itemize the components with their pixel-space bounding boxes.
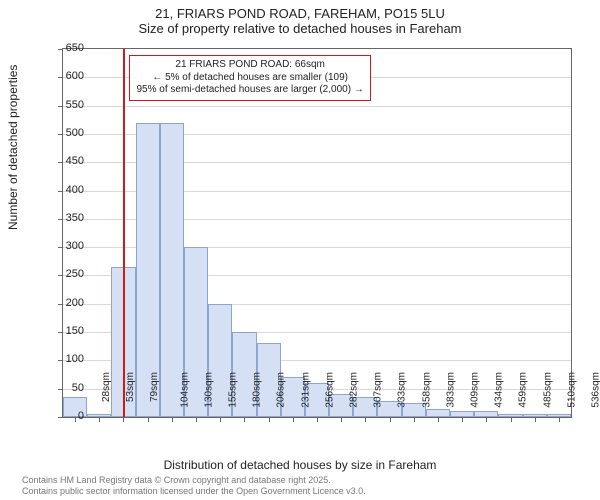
xtick-label: 155sqm — [228, 372, 239, 408]
annotation-line3: 95% of semi-detached houses are larger (… — [136, 84, 363, 97]
ytick-label: 50 — [54, 382, 84, 394]
ytick-label: 250 — [54, 268, 84, 280]
xtick-mark — [99, 417, 100, 422]
ytick-label: 100 — [54, 353, 84, 365]
annotation-line1: 21 FRIARS POND ROAD: 66sqm — [136, 59, 363, 72]
xtick-label: 53sqm — [125, 372, 136, 402]
xtick-label: 307sqm — [373, 372, 384, 408]
xtick-label: 383sqm — [445, 372, 456, 408]
xtick-mark — [559, 417, 560, 422]
xtick-mark — [390, 417, 391, 422]
ytick-label: 350 — [54, 212, 84, 224]
xtick-label: 358sqm — [421, 372, 432, 408]
footer-line2: Contains public sector information licen… — [22, 486, 366, 496]
footer-attribution: Contains HM Land Registry data © Crown c… — [22, 475, 366, 496]
xtick-label: 28sqm — [101, 372, 112, 402]
xtick-label: 434sqm — [494, 372, 505, 408]
annotation-box: 21 FRIARS POND ROAD: 66sqm← 5% of detach… — [129, 55, 370, 101]
ytick-label: 300 — [54, 240, 84, 252]
xtick-mark — [341, 417, 342, 422]
xtick-label: 231sqm — [300, 372, 311, 408]
xtick-mark — [172, 417, 173, 422]
footer-line1: Contains HM Land Registry data © Crown c… — [22, 475, 366, 485]
xtick-mark — [220, 417, 221, 422]
xtick-mark — [293, 417, 294, 422]
xtick-mark — [317, 417, 318, 422]
xtick-mark — [414, 417, 415, 422]
ytick-label: 600 — [54, 70, 84, 82]
ytick-label: 500 — [54, 127, 84, 139]
xtick-label: 536sqm — [590, 372, 600, 408]
ytick-label: 200 — [54, 297, 84, 309]
ytick-label: 150 — [54, 325, 84, 337]
xtick-label: 333sqm — [397, 372, 408, 408]
xtick-label: 104sqm — [179, 372, 190, 408]
xtick-mark — [365, 417, 366, 422]
xtick-mark — [196, 417, 197, 422]
xtick-mark — [486, 417, 487, 422]
xtick-label: 282sqm — [349, 372, 360, 408]
ytick-label: 400 — [54, 184, 84, 196]
xtick-label: 256sqm — [324, 372, 335, 408]
xtick-label: 485sqm — [542, 372, 553, 408]
ytick-label: 0 — [54, 410, 84, 422]
xtick-mark — [438, 417, 439, 422]
xtick-mark — [244, 417, 245, 422]
histogram-bar — [426, 409, 450, 417]
xtick-label: 206sqm — [276, 372, 287, 408]
xtick-mark — [511, 417, 512, 422]
annotation-line2: ← 5% of detached houses are smaller (109… — [136, 72, 363, 85]
chart-title-block: 21, FRIARS POND ROAD, FAREHAM, PO15 5LU … — [0, 0, 600, 36]
xtick-label: 130sqm — [203, 372, 214, 408]
xtick-label: 510sqm — [566, 372, 577, 408]
xtick-mark — [535, 417, 536, 422]
xtick-mark — [148, 417, 149, 422]
y-axis-label: Number of detached properties — [6, 65, 20, 230]
ytick-label: 450 — [54, 155, 84, 167]
chart-title-line1: 21, FRIARS POND ROAD, FAREHAM, PO15 5LU — [0, 6, 600, 21]
xtick-mark — [123, 417, 124, 422]
chart-title-line2: Size of property relative to detached ho… — [0, 21, 600, 36]
xtick-label: 79sqm — [149, 372, 160, 402]
xtick-mark — [462, 417, 463, 422]
ytick-label: 550 — [54, 99, 84, 111]
chart-plot-area: 21 FRIARS POND ROAD: 66sqm← 5% of detach… — [62, 48, 572, 418]
x-axis-label: Distribution of detached houses by size … — [0, 458, 600, 472]
xtick-label: 459sqm — [518, 372, 529, 408]
xtick-label: 409sqm — [470, 372, 481, 408]
gridline — [63, 106, 571, 107]
property-marker-line — [123, 49, 125, 417]
ytick-label: 650 — [54, 42, 84, 54]
xtick-mark — [269, 417, 270, 422]
xtick-label: 180sqm — [252, 372, 263, 408]
